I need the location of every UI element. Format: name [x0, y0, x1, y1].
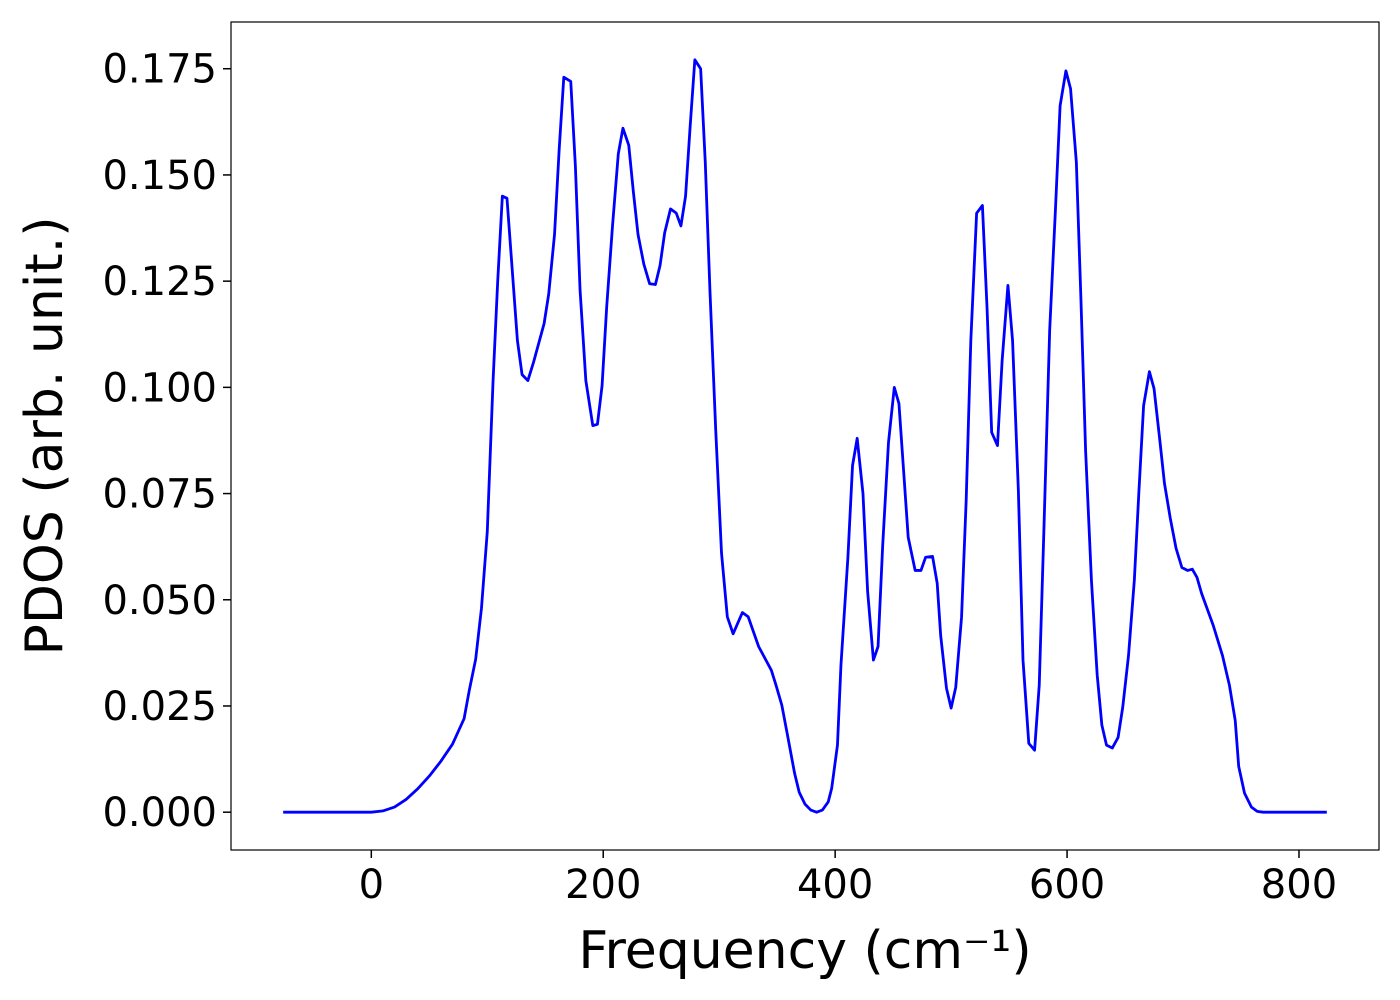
- y-tick-label: 0.075: [102, 472, 217, 518]
- plot-frame: [230, 21, 1380, 851]
- x-tick-label: 800: [1261, 862, 1337, 908]
- y-tick-label: 0.050: [102, 578, 217, 624]
- x-tick-label: 0: [359, 862, 384, 908]
- data-line: [283, 58, 1327, 814]
- x-tick-label: 600: [1029, 862, 1105, 908]
- x-tick-label: 200: [565, 862, 641, 908]
- y-tick-label: 0.175: [102, 47, 217, 93]
- y-tick-label: 0.150: [102, 153, 217, 199]
- y-tick-label: 0.100: [102, 365, 217, 411]
- y-tick-label: 0.025: [102, 684, 217, 730]
- y-tick-label: 0.125: [102, 259, 217, 305]
- y-tick-label: 0.000: [102, 790, 217, 836]
- x-axis-label: Frequency (cm⁻¹): [578, 921, 1031, 981]
- x-tick-label: 400: [797, 862, 873, 908]
- y-axis-label: PDOS (arb. unit.): [15, 216, 75, 655]
